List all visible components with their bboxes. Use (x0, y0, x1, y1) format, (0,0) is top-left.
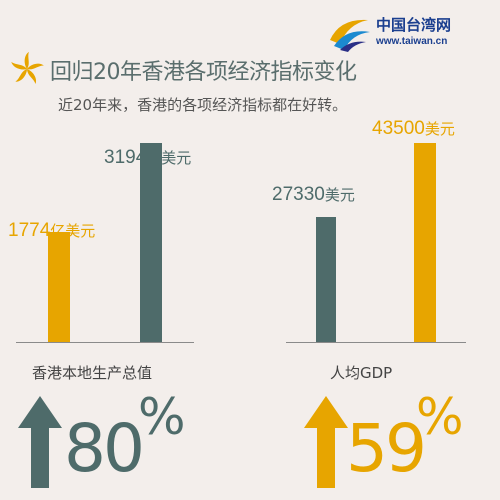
value-number: 3194 (104, 147, 147, 168)
gdp-axis-line (16, 342, 194, 343)
site-logo[interactable]: 中国台湾网 www.taiwan.cn (326, 10, 486, 54)
per-capita-bar-2017 (414, 143, 436, 342)
logo-text: 中国台湾网 (376, 16, 452, 34)
per-capita-growth-indicator: 59 % (300, 392, 490, 492)
growth-percent-sign: % (416, 388, 464, 446)
bar-value-label: 27330美元 (272, 184, 355, 206)
growth-percent-value: 80 (64, 410, 145, 487)
value-number: 1774 (8, 220, 51, 241)
growth-percent-sign: % (138, 388, 186, 446)
per-capita-axis-line (286, 342, 466, 343)
bar-value-label: 1774亿美元 (8, 220, 95, 242)
gdp-growth-indicator: 80 % (14, 392, 204, 492)
gdp-bar-2017 (140, 143, 162, 342)
per-capita-axis-label: 人均GDP (330, 364, 393, 382)
value-unit: 美元 (324, 186, 355, 204)
gdp-axis-label: 香港本地生产总值 (32, 364, 153, 382)
title-row: 回归20年香港各项经济指标变化 (8, 50, 488, 90)
bar-value-label: 43500美元 (372, 118, 455, 140)
arrow-up-icon (18, 396, 62, 488)
value-number: 43500 (372, 118, 425, 139)
page-title: 回归20年香港各项经济指标变化 (50, 60, 357, 85)
growth-percent-value: 59 (346, 410, 427, 487)
subtitle: 近20年来，香港的各项经济指标都在好转。 (58, 96, 348, 114)
arrow-up-icon (304, 396, 348, 488)
gdp-bar-1997 (48, 231, 70, 342)
value-number: 27330 (272, 184, 325, 205)
value-unit: 美元 (424, 120, 455, 138)
logo-url: www.taiwan.cn (376, 36, 448, 47)
bauhinia-icon (11, 51, 44, 84)
logo-swoosh-icon (330, 19, 370, 52)
per-capita-bar-1997 (316, 217, 336, 342)
